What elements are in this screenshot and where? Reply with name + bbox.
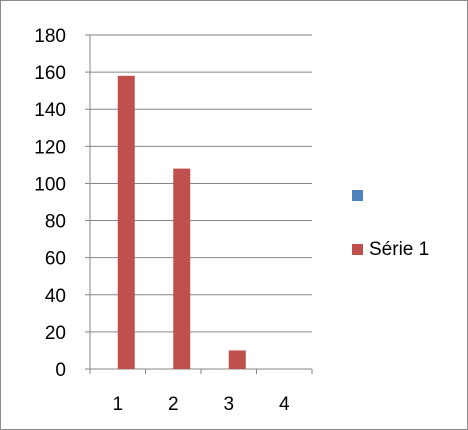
bar-série-1-2	[173, 168, 191, 369]
y-tick-label: 120	[34, 137, 66, 158]
legend-swatch	[352, 190, 363, 201]
y-tick-label: 40	[45, 286, 66, 307]
x-tick-label: 4	[279, 394, 290, 415]
y-tick-label: 160	[34, 63, 66, 84]
y-tick-label: 100	[34, 174, 66, 195]
y-tick-label: 20	[45, 323, 66, 344]
x-axis-tick-labels: 1 2 3 4	[112, 394, 290, 415]
legend-label: Série 1	[369, 239, 429, 260]
y-tick-label: 80	[45, 212, 66, 233]
x-tick-label: 3	[223, 394, 234, 415]
y-tick-label: 180	[34, 26, 66, 47]
x-tick-label: 1	[112, 394, 123, 415]
bars	[117, 75, 246, 370]
y-tick-label: 60	[45, 249, 66, 270]
x-tick-label: 2	[168, 394, 179, 415]
legend-swatch	[352, 244, 363, 255]
bar-série-1-1	[117, 75, 135, 370]
y-axis-tick-labels: 0 20 40 60 80 100 120 140 160 180	[34, 26, 66, 381]
y-tick-label: 0	[55, 360, 66, 381]
legend: Série 1	[352, 190, 429, 260]
bar-série-1-3	[228, 350, 246, 369]
y-tick-label: 140	[34, 100, 66, 121]
